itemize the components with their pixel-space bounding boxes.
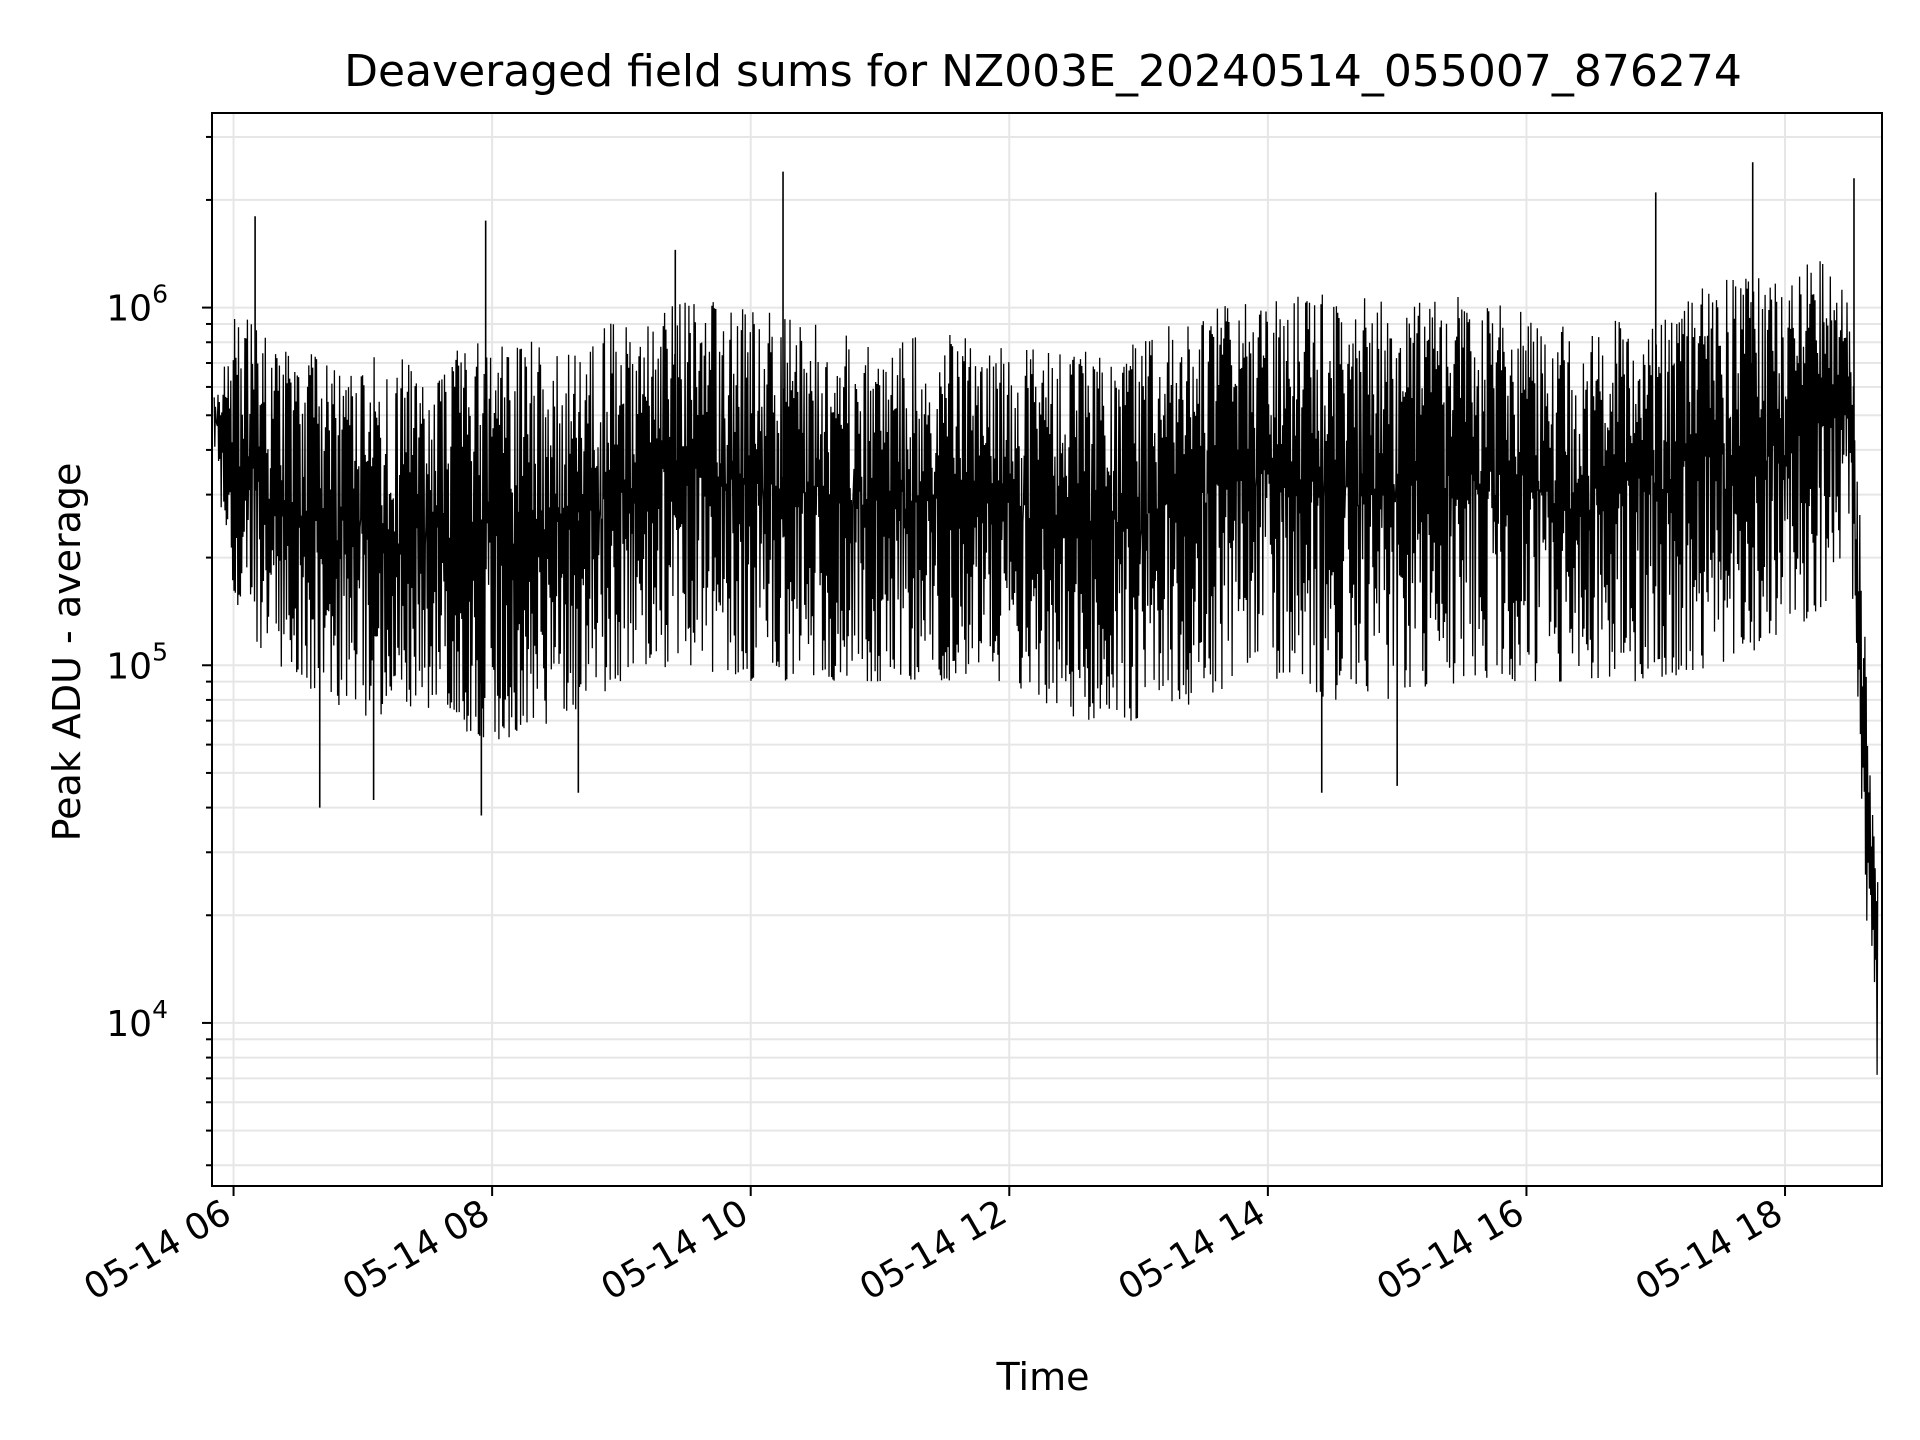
x-axis-label: Time [996, 1355, 1090, 1399]
series-line [213, 261, 1879, 1075]
chart-title: Deaveraged field sums for NZ003E_2024051… [344, 46, 1742, 97]
y-tick-base: 10 [106, 646, 152, 687]
y-tick-label: 106 [106, 280, 168, 330]
y-tick-label: 104 [106, 995, 168, 1045]
data-series [213, 162, 1879, 1075]
y-tick-label: 105 [106, 637, 168, 687]
y-axis-label: Peak ADU - average [45, 463, 89, 842]
y-tick-exponent: 6 [152, 280, 168, 309]
plot-frame [211, 112, 1883, 1187]
y-tick-exponent: 4 [152, 995, 168, 1024]
y-tick-exponent: 5 [152, 637, 168, 666]
y-tick-base: 10 [106, 289, 152, 330]
y-tick-base: 10 [106, 1004, 152, 1045]
